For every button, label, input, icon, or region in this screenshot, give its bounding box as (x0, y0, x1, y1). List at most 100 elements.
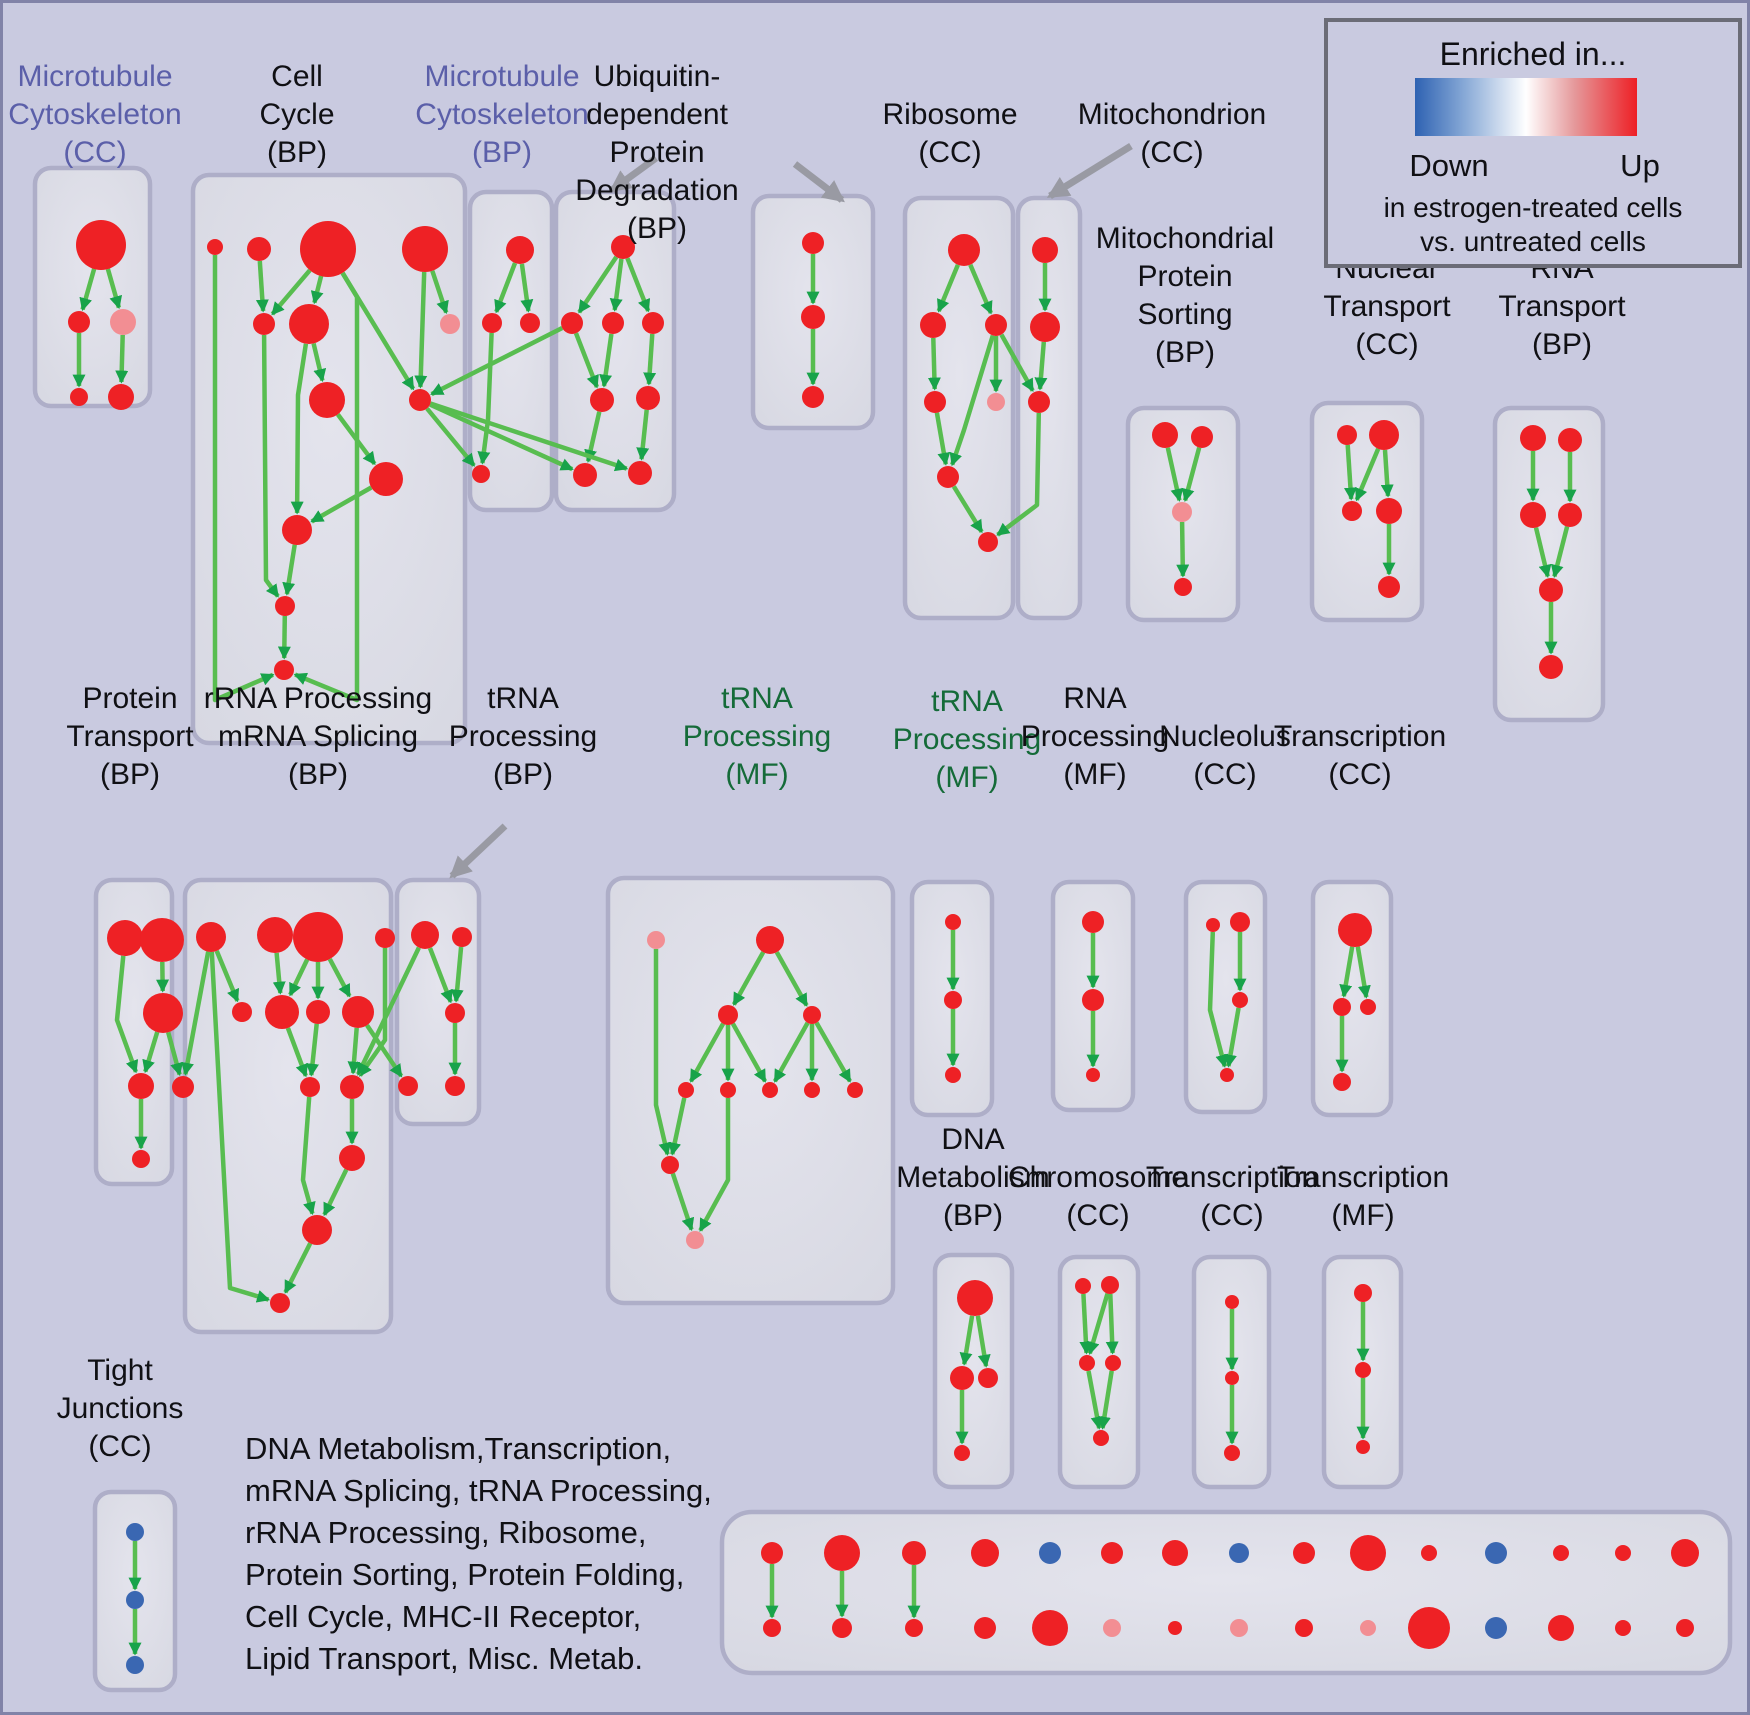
go-term-node (1039, 1542, 1061, 1564)
go-term-node (1376, 498, 1402, 524)
cross-edge (425, 407, 476, 467)
edge (414, 271, 428, 389)
edge (1550, 526, 1570, 578)
go-term-node (300, 221, 356, 277)
go-term-node (948, 234, 980, 266)
go-term-node (1360, 999, 1376, 1015)
go-term-node (804, 1082, 820, 1098)
edge (573, 332, 599, 389)
edge (306, 1023, 319, 1077)
edge (214, 950, 240, 1003)
cross-edge (365, 1024, 404, 1078)
edge (285, 1027, 308, 1078)
edge (270, 268, 312, 316)
edge (609, 258, 624, 312)
go-term-node (944, 991, 962, 1009)
cross-edge (429, 401, 629, 472)
go-term-node (342, 996, 374, 1028)
go-term-node (1333, 1073, 1351, 1091)
go-term-node (402, 226, 448, 272)
edge (212, 255, 275, 703)
group-box-transcription-cc-upper (1310, 879, 1394, 1118)
go-term-node (1105, 1355, 1121, 1371)
edge (1105, 1293, 1119, 1355)
edge (599, 333, 614, 388)
go-term-node (1539, 655, 1563, 679)
edge (335, 413, 377, 466)
go-term-node (1232, 992, 1248, 1008)
edge (1079, 1293, 1093, 1355)
go-term-node (128, 1073, 154, 1099)
go-term-node (257, 917, 293, 953)
go-term-node (971, 1539, 999, 1567)
go-term-node (409, 389, 431, 411)
go-term-node (107, 920, 143, 956)
edge (1207, 931, 1229, 1068)
go-term-node (289, 304, 329, 344)
go-term-node (974, 1617, 996, 1639)
edge (115, 334, 129, 384)
go-term-node (452, 927, 472, 947)
go-term-node (1337, 425, 1357, 445)
edge (1086, 1370, 1104, 1430)
go-term-node (924, 391, 946, 413)
go-term-node (1553, 1545, 1569, 1561)
edge (209, 951, 271, 1303)
edge (272, 952, 286, 995)
edge (936, 263, 960, 313)
go-term-node (398, 1076, 418, 1096)
go-term-node (1295, 1619, 1313, 1637)
go-term-node (628, 461, 652, 485)
go-term-node (978, 1368, 998, 1388)
go-term-node (686, 1231, 704, 1249)
go-term-node (954, 1445, 970, 1461)
edge (282, 544, 297, 596)
edge (1181, 447, 1202, 502)
legend-caption-line1: in estrogen-treated cells (1383, 192, 1683, 223)
edge (290, 343, 309, 515)
edge (450, 946, 464, 1003)
edge (181, 951, 211, 1076)
edge (311, 342, 327, 383)
edge (636, 409, 650, 461)
edge (934, 412, 951, 466)
edge (310, 275, 324, 305)
go-term-node (482, 313, 502, 333)
edge (79, 268, 97, 312)
go-term-node (647, 931, 665, 949)
go-term-node (1103, 1619, 1121, 1637)
go-term-node (247, 237, 271, 261)
go-term-node (309, 382, 345, 418)
edge (668, 1097, 687, 1156)
label-pointer-arrow (792, 161, 845, 203)
edge (255, 260, 269, 313)
edge (625, 257, 651, 313)
group-box-dna-metabolism-bp (932, 1252, 1015, 1490)
edge (688, 1022, 726, 1083)
go-term-node (1172, 502, 1192, 522)
go-term-node (1206, 918, 1220, 932)
edge (774, 951, 809, 1007)
go-term-node (1174, 578, 1192, 596)
go-term-node (763, 1619, 781, 1637)
edge (772, 1021, 810, 1083)
go-term-node (339, 1145, 365, 1171)
go-term-node (1028, 391, 1050, 413)
edge (283, 1242, 313, 1294)
go-term-node (76, 220, 126, 270)
go-term-node (902, 1541, 926, 1565)
go-term-node (274, 660, 294, 680)
go-term-node (445, 1003, 465, 1023)
go-term-node (756, 926, 784, 954)
cross-edge (996, 412, 1042, 537)
go-term-node (803, 1006, 821, 1024)
go-term-node (1615, 1545, 1631, 1561)
go-term-node (937, 466, 959, 488)
go-term-node (207, 239, 223, 255)
legend-title: Enriched in... (1439, 36, 1627, 72)
cross-edge (429, 402, 574, 472)
edge (1224, 1007, 1241, 1068)
go-term-node (1162, 1540, 1188, 1566)
go-term-node (1230, 1619, 1248, 1637)
